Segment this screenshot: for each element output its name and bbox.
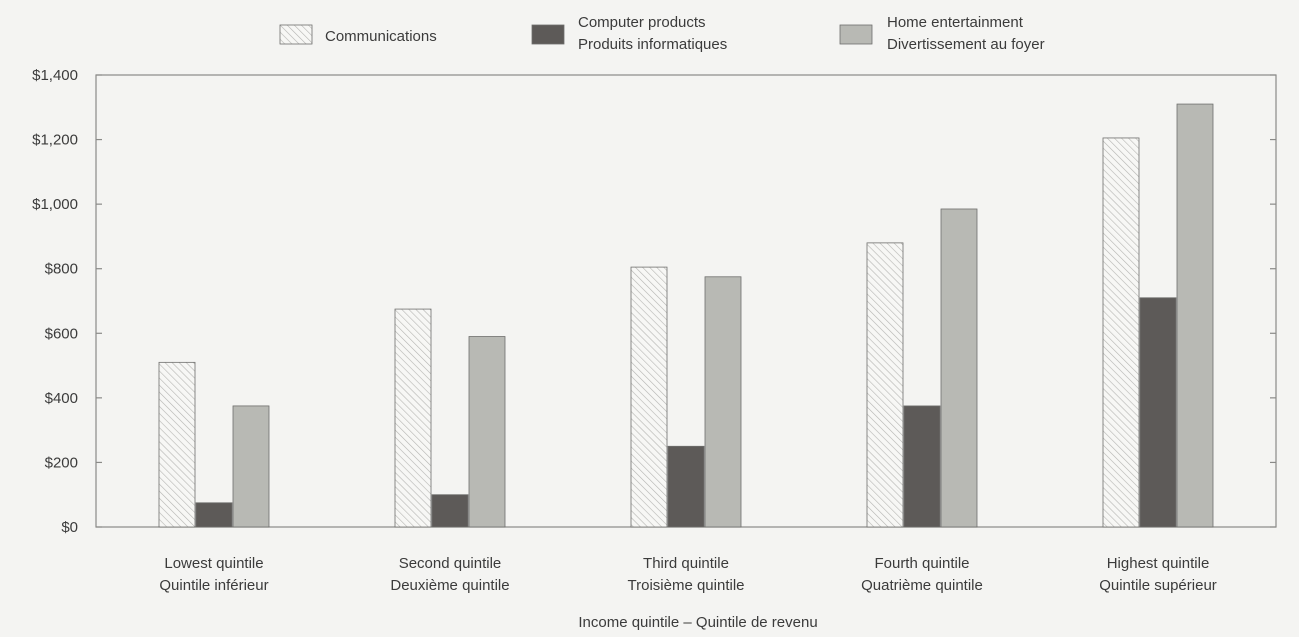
x-category-label: Highest quintile [1107, 555, 1210, 572]
y-tick-label: $0 [61, 519, 78, 536]
bar [903, 405, 941, 528]
legend-label: Produits informatiques [578, 36, 727, 53]
bar [940, 208, 978, 528]
bar [866, 242, 904, 528]
bar [1102, 137, 1140, 528]
bar [195, 502, 233, 528]
x-category-label: Fourth quintile [874, 555, 969, 572]
bar [667, 445, 705, 528]
bar [394, 308, 432, 528]
x-category-label: Quatrième quintile [861, 577, 983, 594]
y-tick-label: $800 [45, 261, 78, 278]
x-axis-title: Income quintile – Quintile de revenu [578, 614, 817, 631]
legend-label: Communications [325, 28, 437, 45]
x-category-label: Troisième quintile [628, 577, 745, 594]
bar [431, 494, 469, 528]
bar [468, 336, 506, 528]
y-tick-label: $1,400 [32, 67, 78, 84]
x-category-label: Quintile inférieur [159, 577, 268, 594]
x-category-label: Quintile supérieur [1099, 577, 1217, 594]
bar [1176, 103, 1214, 528]
x-category-label: Lowest quintile [164, 555, 263, 572]
y-axis: $0 $200 $400 $600 $800 $1,000 $1,200 $1,400 [32, 67, 1276, 536]
legend-swatch [531, 24, 565, 45]
legend-label: Home entertainment [887, 14, 1024, 31]
legend-label: Divertissement au foyer [887, 36, 1045, 53]
bar [704, 276, 742, 528]
y-tick-label: $1,000 [32, 196, 78, 213]
legend-label: Computer products [578, 14, 706, 31]
y-tick-label: $1,200 [32, 132, 78, 149]
x-category-label: Third quintile [643, 555, 729, 572]
bar [1139, 297, 1177, 528]
bar [232, 405, 270, 528]
bar [630, 266, 668, 528]
x-category-label: Deuxième quintile [390, 577, 509, 594]
legend-swatch [839, 24, 873, 45]
y-tick-label: $200 [45, 454, 78, 471]
bars [158, 103, 1214, 528]
y-tick-label: $600 [45, 325, 78, 342]
legend-swatch [279, 24, 313, 45]
bar [158, 361, 196, 528]
x-category-label: Second quintile [399, 555, 502, 572]
legend: Communications Computer products Produits … [279, 14, 1045, 53]
y-tick-label: $400 [45, 390, 78, 407]
x-axis: Lowest quintile Quintile inférieur Second … [159, 555, 1216, 594]
